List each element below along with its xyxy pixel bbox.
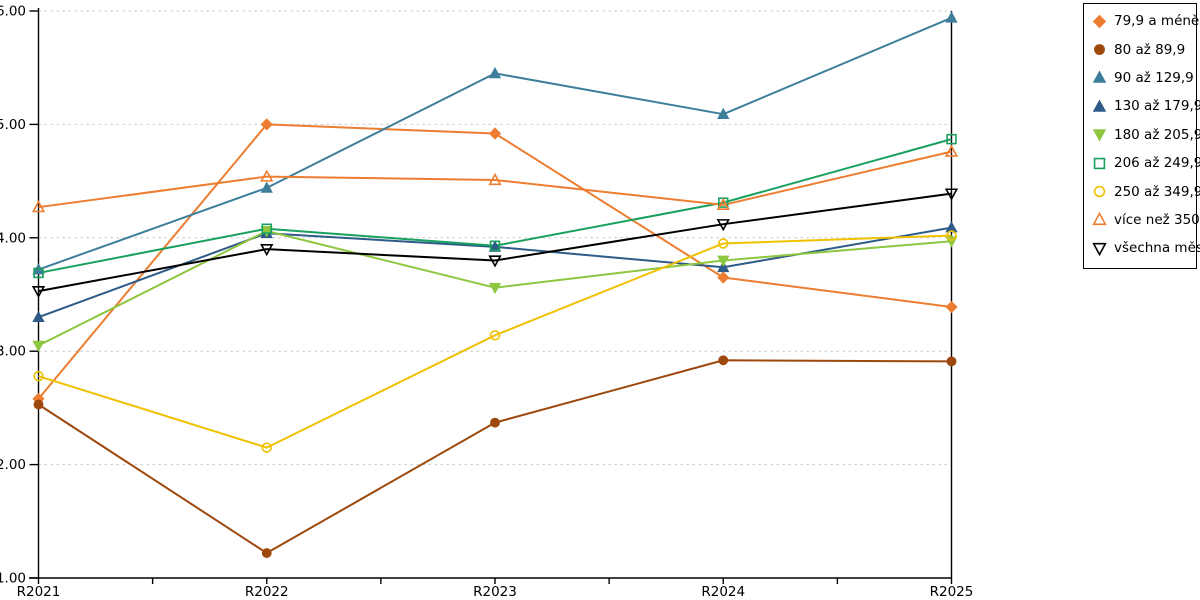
x-tick-label: R2021 xyxy=(17,584,61,600)
circle-legend-icon xyxy=(1093,185,1106,198)
data-point-marker xyxy=(261,442,272,453)
legend-item-3: 130 až 179,9 xyxy=(1092,92,1200,120)
legend-label: 80 až 89,9 xyxy=(1114,41,1186,58)
data-point-marker xyxy=(946,133,957,145)
legend-item-0: 79,9 a méně xyxy=(1092,7,1200,35)
legend-item-2: 90 až 129,9 xyxy=(1092,64,1196,92)
data-point-marker xyxy=(490,417,500,428)
series-line-1 xyxy=(37,359,952,555)
triangle-down-legend-icon xyxy=(1092,129,1107,142)
data-point-marker xyxy=(261,223,272,234)
triangle-down-legend-icon xyxy=(1092,242,1107,256)
data-point-marker xyxy=(945,300,958,314)
data-point-marker xyxy=(33,399,44,410)
data-point-marker xyxy=(718,238,729,249)
data-point-marker xyxy=(1092,70,1107,84)
legend-item-7: více než 350 xyxy=(1092,206,1200,234)
data-point-marker xyxy=(1092,129,1107,142)
data-point-marker xyxy=(260,226,273,238)
data-point-marker xyxy=(944,144,959,157)
data-point-marker xyxy=(489,240,501,251)
series-line-7 xyxy=(38,150,952,209)
x-tick-label: R2025 xyxy=(930,584,974,600)
y-tick-label: 6.00 xyxy=(0,4,26,20)
series-line-0 xyxy=(37,123,952,400)
data-point-marker xyxy=(1092,212,1107,226)
legend-label: 180 až 205,9 xyxy=(1114,126,1200,143)
legend-label: 130 až 179,9 xyxy=(1114,98,1200,115)
series-line-8 xyxy=(38,192,952,293)
circle-legend-icon xyxy=(1094,44,1105,55)
legend-item-5: 206 až 249,9 xyxy=(1092,149,1200,177)
data-point-marker xyxy=(1092,99,1107,112)
chart-legend: 79,9 a méně 80 až 89,9 90 až 129,9 130 až 1… xyxy=(1083,3,1200,269)
data-point-marker xyxy=(1093,157,1106,169)
data-point-marker xyxy=(718,355,729,366)
data-point-marker xyxy=(946,356,957,367)
legend-label: 250 až 349,9 xyxy=(1114,183,1200,200)
legend-item-4: 180 až 205,9 xyxy=(1092,121,1200,149)
triangle-up-legend-icon xyxy=(1092,70,1107,84)
x-tick-label: R2023 xyxy=(473,584,517,600)
legend-label: všechna města xyxy=(1114,240,1200,257)
y-tick-label: 4.00 xyxy=(0,230,26,246)
data-point-marker xyxy=(260,169,274,182)
data-point-marker xyxy=(488,172,502,186)
y-tick-label: 1.00 xyxy=(0,571,26,587)
data-point-marker xyxy=(1094,44,1105,55)
data-point-marker xyxy=(489,330,501,341)
data-point-marker xyxy=(946,230,957,241)
legend-label: 206 až 249,9 xyxy=(1114,155,1200,172)
y-tick-label: 2.00 xyxy=(0,457,26,473)
data-point-marker xyxy=(32,340,45,352)
data-point-marker xyxy=(1092,242,1107,256)
data-point-marker xyxy=(260,118,273,131)
diamond-legend-icon xyxy=(1092,14,1107,28)
data-point-marker xyxy=(31,285,46,299)
data-point-marker xyxy=(488,282,502,295)
x-tick-label: R2022 xyxy=(245,584,289,600)
data-point-marker xyxy=(945,11,958,23)
data-point-marker xyxy=(260,244,274,257)
legend-item-6: 250 až 349,9 xyxy=(1092,177,1200,205)
series-line-6 xyxy=(38,234,952,449)
data-point-marker xyxy=(1093,185,1106,198)
legend-item-8: všechna města xyxy=(1092,234,1200,262)
legend-item-1: 80 až 89,9 xyxy=(1092,35,1196,63)
legend-label: 90 až 129,9 xyxy=(1114,69,1194,86)
triangle-up-legend-icon xyxy=(1092,212,1107,226)
data-point-marker xyxy=(488,255,502,268)
data-point-marker xyxy=(717,107,730,120)
square-legend-icon xyxy=(1093,157,1106,169)
legend-label: více než 350 xyxy=(1114,211,1200,228)
data-point-marker xyxy=(488,240,502,252)
data-point-marker xyxy=(944,188,959,201)
data-point-marker xyxy=(1092,14,1107,28)
triangle-up-legend-icon xyxy=(1092,99,1107,112)
data-point-marker xyxy=(945,221,958,233)
data-point-marker xyxy=(31,200,46,213)
data-point-marker xyxy=(717,255,730,267)
data-point-marker xyxy=(488,66,502,79)
data-point-marker xyxy=(488,127,502,140)
data-point-marker xyxy=(716,219,730,232)
x-tick-label: R2024 xyxy=(701,584,745,600)
data-point-marker xyxy=(717,271,730,284)
data-point-marker xyxy=(32,310,45,322)
data-point-marker xyxy=(260,181,273,193)
series-line-2 xyxy=(38,16,952,271)
y-tick-label: 3.00 xyxy=(0,344,26,360)
legend-label: 79,9 a méně xyxy=(1114,13,1200,30)
data-point-marker xyxy=(33,370,44,382)
data-point-marker xyxy=(33,267,44,279)
data-point-marker xyxy=(716,197,730,211)
data-point-marker xyxy=(261,548,272,558)
y-tick-label: 5.00 xyxy=(0,117,26,133)
